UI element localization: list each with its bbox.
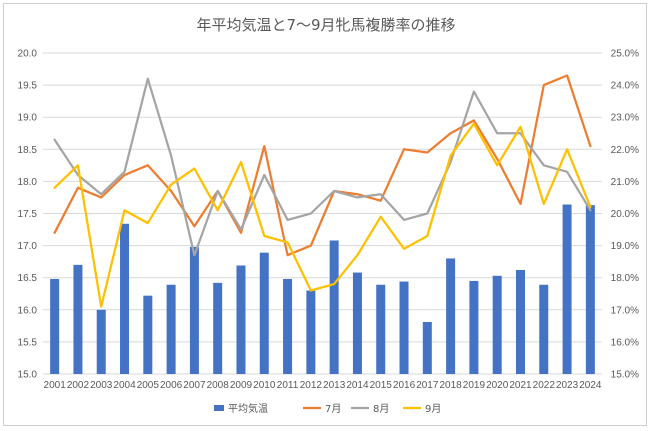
right-axis-tick-label: 25.0%	[611, 49, 639, 60]
x-axis-tick-label: 2013	[323, 380, 346, 391]
bar	[492, 275, 502, 374]
series-line-7月	[53, 74, 592, 257]
left-axis-tick-label: 18.5	[18, 145, 38, 156]
bar	[236, 265, 246, 374]
bar	[329, 240, 339, 374]
x-axis-tick-label: 2012	[300, 380, 323, 391]
x-axis-tick-label: 2004	[113, 380, 136, 391]
line-series	[53, 74, 592, 308]
x-axis-tick-label: 2024	[579, 380, 602, 391]
right-axis-ticks: 15.0% 16.0% 17.0% 18.0% 19.0% 20.0% 21.0% 22.0%…	[611, 49, 639, 381]
bar	[120, 223, 130, 374]
x-axis-tick-label: 2010	[253, 380, 276, 391]
x-axis-tick-label: 2018	[439, 380, 462, 391]
series-line-8月	[53, 77, 592, 257]
left-axis-tick-label: 18.0	[18, 177, 38, 188]
x-axis-ticks: 2001 2002 2003 2004 2005 2006 2007 2008 2009 2010…	[44, 380, 602, 391]
left-axis-tick-label: 19.0	[18, 113, 38, 124]
bar	[306, 290, 316, 374]
right-axis-tick-label: 15.0%	[611, 370, 639, 381]
bar	[352, 272, 362, 374]
left-axis-tick-label: 17.0	[18, 241, 38, 252]
left-axis-ticks: 15.0 15.5 16.0 16.5 17.0 17.5 18.0 18.5 19.0 19.5…	[18, 49, 38, 381]
x-axis-tick-label: 2014	[346, 380, 369, 391]
x-axis-tick-label: 2002	[67, 380, 90, 391]
bar	[376, 284, 386, 374]
right-axis-tick-label: 21.0%	[611, 177, 639, 188]
x-axis-tick-label: 2006	[160, 380, 183, 391]
bar	[143, 295, 153, 374]
right-axis-tick-label: 23.0%	[611, 113, 639, 124]
x-axis-tick-label: 2008	[207, 380, 230, 391]
bar	[189, 246, 199, 374]
legend-label: 9月	[425, 403, 441, 415]
bar	[585, 205, 595, 374]
left-axis-tick-label: 16.0	[18, 305, 38, 316]
x-axis-tick-label: 2001	[44, 380, 67, 391]
right-axis-tick-label: 22.0%	[611, 145, 639, 156]
legend-label: 平均気温	[228, 402, 268, 415]
bar-series-temperature	[50, 204, 595, 374]
x-axis-tick-label: 2009	[230, 380, 253, 391]
x-axis-tick-label: 2023	[556, 380, 579, 391]
bar	[166, 284, 176, 374]
right-axis-tick-label: 18.0%	[611, 273, 639, 284]
bar	[283, 278, 293, 374]
x-axis-tick-label: 2017	[416, 380, 439, 391]
bar	[259, 252, 269, 374]
right-axis-tick-label: 24.0%	[611, 81, 639, 92]
left-axis-tick-label: 17.5	[18, 209, 38, 220]
bar	[446, 258, 456, 374]
bar	[73, 264, 83, 374]
bar	[469, 280, 479, 374]
legend: 平均気温 7月 8月 9月	[214, 402, 441, 415]
bar	[399, 281, 409, 374]
x-axis-tick-label: 2016	[393, 380, 416, 391]
bar	[562, 204, 572, 374]
right-axis-tick-label: 17.0%	[611, 305, 639, 316]
legend-label: 7月	[325, 403, 341, 415]
x-axis-tick-label: 2003	[90, 380, 113, 391]
bar	[422, 321, 432, 374]
bar	[539, 284, 549, 374]
legend-swatch	[214, 405, 224, 411]
bar	[515, 269, 525, 374]
series-line-9月	[53, 122, 592, 308]
x-axis-tick-label: 2005	[137, 380, 160, 391]
x-axis-tick-label: 2011	[277, 380, 299, 391]
left-axis-tick-label: 19.5	[18, 81, 38, 92]
bar	[96, 309, 106, 374]
left-axis-tick-label: 16.5	[18, 273, 38, 284]
right-axis-tick-label: 20.0%	[611, 209, 639, 220]
x-axis-tick-label: 2020	[486, 380, 509, 391]
x-axis-tick-label: 2015	[370, 380, 393, 391]
chart-title: 年平均気温と7～9月牝馬複勝率の推移	[196, 16, 456, 34]
right-axis-tick-label: 16.0%	[611, 337, 639, 348]
x-axis-tick-label: 2022	[533, 380, 556, 391]
x-axis-tick-label: 2019	[463, 380, 486, 391]
right-axis-tick-label: 19.0%	[611, 241, 639, 252]
x-axis-tick-label: 2021	[509, 380, 532, 391]
x-axis-tick-label: 2007	[183, 380, 206, 391]
left-axis-tick-label: 15.5	[18, 337, 38, 348]
left-axis-tick-label: 20.0	[18, 49, 38, 60]
bar	[213, 282, 223, 374]
legend-label: 8月	[373, 403, 389, 415]
bar	[50, 278, 60, 374]
left-axis-tick-label: 15.0	[18, 370, 38, 381]
